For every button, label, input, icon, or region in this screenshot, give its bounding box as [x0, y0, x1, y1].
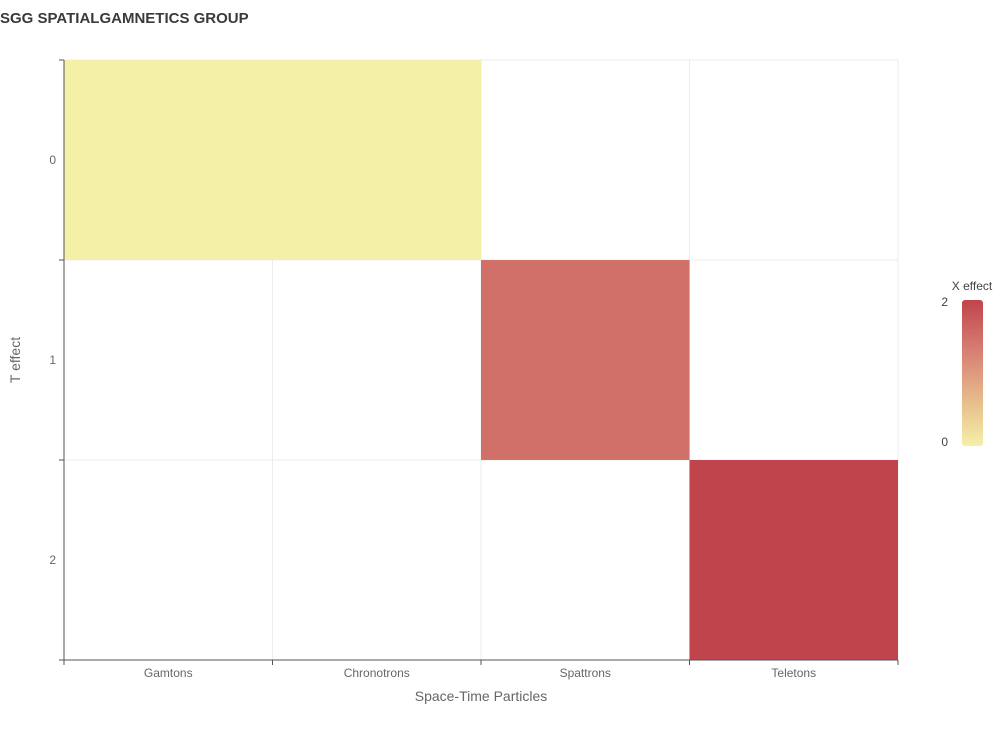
y-axis-title: T effect	[7, 337, 23, 383]
color-legend: X effect 2 0	[941, 279, 993, 449]
legend-title: X effect	[952, 279, 993, 293]
heatmap-cell[interactable]	[481, 260, 690, 460]
x-axis-title: Space-Time Particles	[415, 688, 548, 704]
x-tick-label: Teletons	[771, 666, 816, 680]
y-tick-label: 2	[49, 553, 56, 567]
y-tick-label: 0	[49, 153, 56, 167]
x-tick-label: Chronotrons	[344, 666, 410, 680]
x-tick-label: Gamtons	[144, 666, 193, 680]
x-tick-label: Spattrons	[560, 666, 611, 680]
heatmap-cells	[64, 60, 898, 660]
chart-title: SGG SPATIALGAMNETICS GROUP	[0, 10, 249, 27]
y-tick-label: 1	[49, 353, 56, 367]
heatmap-cell[interactable]	[272, 60, 482, 260]
heatmap-cell[interactable]	[689, 460, 899, 660]
legend-min-label: 0	[941, 435, 948, 449]
axes: Gamtons Chronotrons Spattrons Teletons 0 1 2	[49, 59, 899, 680]
legend-max-label: 2	[941, 295, 948, 309]
heatmap-cell[interactable]	[64, 60, 273, 260]
legend-color-bar	[962, 300, 983, 446]
